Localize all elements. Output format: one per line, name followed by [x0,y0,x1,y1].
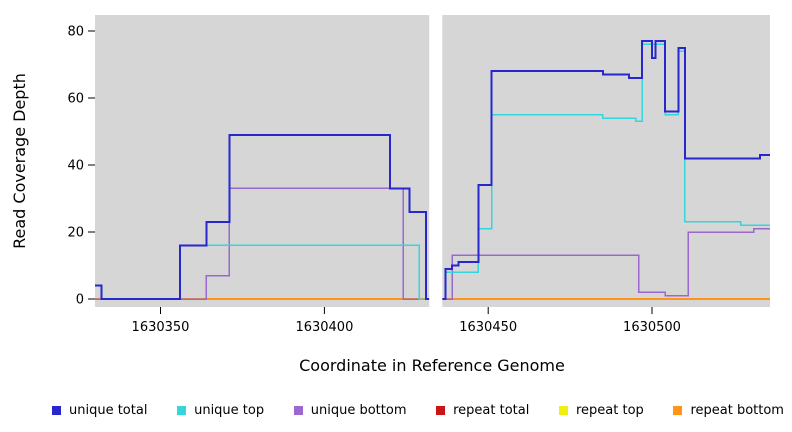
svg-text:40: 40 [67,159,84,174]
unique-bottom-swatch-icon [293,405,303,415]
svg-text:80: 80 [67,25,84,40]
legend-label-repeat-total: repeat total [453,402,530,418]
svg-text:1630400: 1630400 [295,320,353,335]
legend-label-unique-bottom: unique bottom [310,402,407,418]
legend-label-unique-top: unique top [194,402,265,418]
y-axis-title: Read Coverage Depth [10,73,29,249]
legend-item-repeat-top: repeat top [559,403,644,418]
legend-item-repeat-bottom: repeat bottom [673,403,784,418]
legend-label-repeat-top: repeat top [576,402,644,418]
legend-label-repeat-bottom: repeat bottom [690,402,784,418]
legend-label-unique-total: unique total [69,402,148,418]
svg-text:1630500: 1630500 [623,320,681,335]
repeat-total-swatch-icon [436,405,446,415]
legend-item-unique-bottom: unique bottom [293,402,407,418]
svg-text:1630450: 1630450 [459,320,517,335]
unique-total-swatch-icon [52,405,61,415]
svg-text:1630350: 1630350 [132,320,190,335]
legend-item-unique-total: unique total [52,403,147,418]
legend-item-unique-top: unique top [177,403,264,418]
x-axis-title: Coordinate in Reference Genome [299,356,565,375]
legend: unique total unique top unique bottom re… [52,399,784,421]
svg-text:0: 0 [76,293,84,308]
svg-text:20: 20 [67,226,84,241]
legend-item-repeat-total: repeat total [436,403,529,418]
repeat-bottom-swatch-icon [673,405,683,415]
unique-top-swatch-icon [177,405,187,415]
svg-text:60: 60 [67,92,84,107]
repeat-top-swatch-icon [559,405,568,415]
